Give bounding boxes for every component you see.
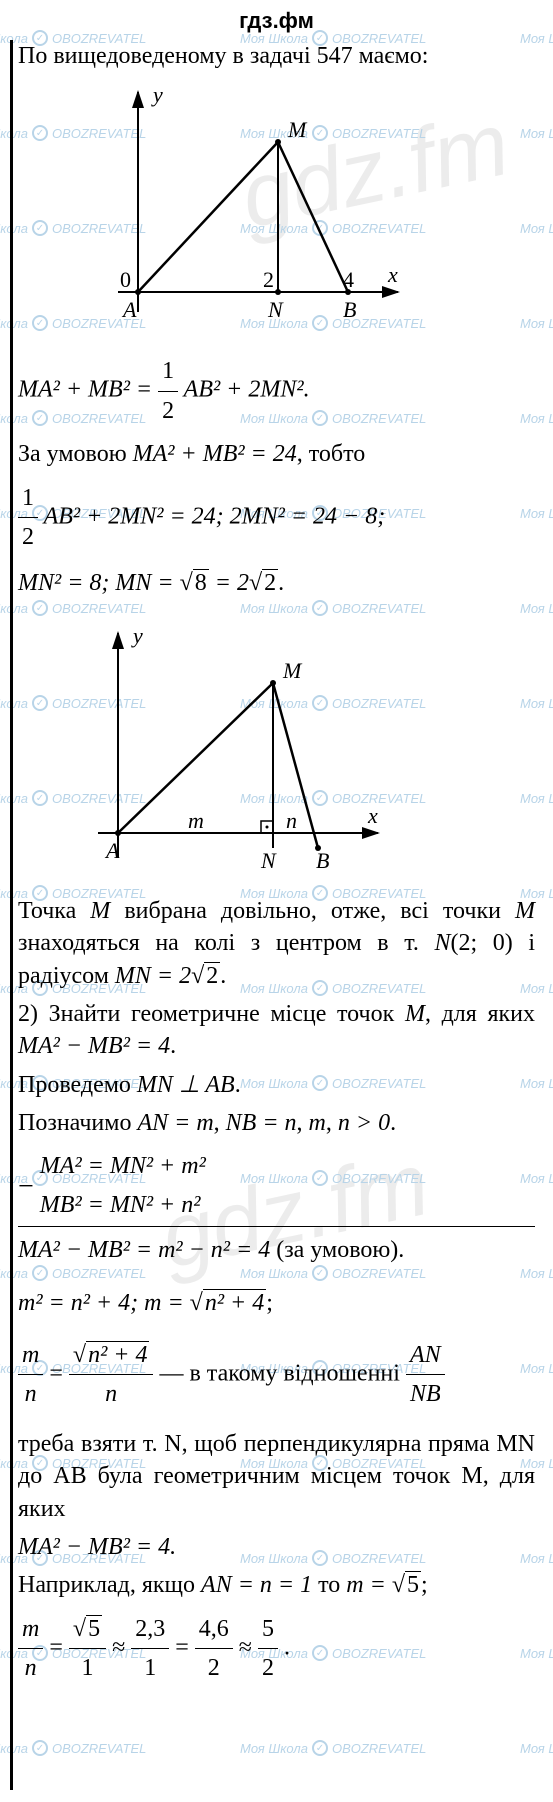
point-B: B xyxy=(343,297,356,322)
svg-text:n: n xyxy=(286,808,297,833)
paragraph-3: Проведемо MN ⊥ AB. xyxy=(18,1069,535,1101)
svg-text:A: A xyxy=(104,838,120,863)
sqrt-2a: 2 xyxy=(249,564,278,602)
tick-2: 2 xyxy=(263,267,274,292)
equation-2: 12 AB² + 2MN² = 24; 2MN² = 24 − 8; xyxy=(18,479,535,557)
diagram-1-svg: y x 0 A 2 N 4 B M xyxy=(58,82,418,342)
svg-text:m: m xyxy=(188,808,204,833)
point-A: A xyxy=(121,297,137,322)
intro-text: По вищедоведеному в задачі 547 маємо: xyxy=(18,40,535,72)
page-header: гдз.фм xyxy=(0,8,553,34)
diagram-1: y x 0 A 2 N 4 B M xyxy=(58,82,418,342)
sqrt-8: 8 xyxy=(180,564,209,602)
svg-text:y: y xyxy=(131,623,143,648)
eq1-lhs: MA² + MB² = xyxy=(18,377,158,403)
svg-text:B: B xyxy=(316,848,329,873)
paragraph-4: Позначимо AN = m, NB = n, m, n > 0. xyxy=(18,1107,535,1139)
ratio-line: mn = n² + 4n — в такому відношенні ANNB xyxy=(18,1336,535,1414)
equation-3: MN² = 8; MN = 8 = 22. xyxy=(18,564,535,602)
eq2a: AB² + 2MN² = 24; 2MN² = 24 − 8; xyxy=(38,503,385,529)
eq2-frac: 12 xyxy=(18,479,38,557)
eq1-frac: 12 xyxy=(158,352,178,430)
svg-text:M: M xyxy=(282,658,303,683)
tick-4: 4 xyxy=(343,267,354,292)
paragraph-6: Наприклад, якщо AN = n = 1 то m = 5; xyxy=(18,1569,535,1601)
content-area: По вищедоведеному в задачі 547 маємо: y … xyxy=(18,40,535,1696)
paragraph-1: Точка M вибрана довільно, отже, всі точк… xyxy=(18,895,535,992)
origin-label: 0 xyxy=(120,267,131,292)
sub-line2: MB² = MN² + n² xyxy=(40,1186,206,1224)
sub-line1: MA² = MN² + m² xyxy=(40,1147,206,1185)
point-M: M xyxy=(287,117,308,142)
paragraph-5b: MA² − MB² = 4. xyxy=(18,1531,535,1563)
svg-text:N: N xyxy=(260,848,277,873)
x-axis-label: x xyxy=(387,262,398,287)
paragraph-2: 2) Знайти геометричне місце точок M, для… xyxy=(18,998,535,1063)
eq1-rhs: AB² + 2MN². xyxy=(178,377,309,403)
diagram-2: y x A N B M m n xyxy=(58,623,398,883)
line-2: За умовою MA² + MB² = 24, тобто xyxy=(18,438,535,470)
diagram-2-svg: y x A N B M m n xyxy=(58,623,398,883)
y-axis-label: y xyxy=(151,82,163,107)
sub-result: MA² − MB² = m² − n² = 4 xyxy=(18,1237,270,1263)
equation-5: m² = n² + 4; m = n² + 4; xyxy=(18,1284,535,1322)
svg-text:x: x xyxy=(367,803,378,828)
equation-1: MA² + MB² = 12 AB² + 2MN². xyxy=(18,352,535,430)
paragraph-5: треба взяти т. N, щоб перпендикулярна пр… xyxy=(18,1428,535,1525)
final-equation: mn = 51 ≈ 2,31 = 4,62 ≈ 52 . xyxy=(18,1610,535,1688)
left-margin-bar xyxy=(10,40,13,1790)
subtraction-block: − MA² = MN² + m² MB² = MN² + n² MA² − MB… xyxy=(18,1147,535,1269)
point-N: N xyxy=(267,297,284,322)
